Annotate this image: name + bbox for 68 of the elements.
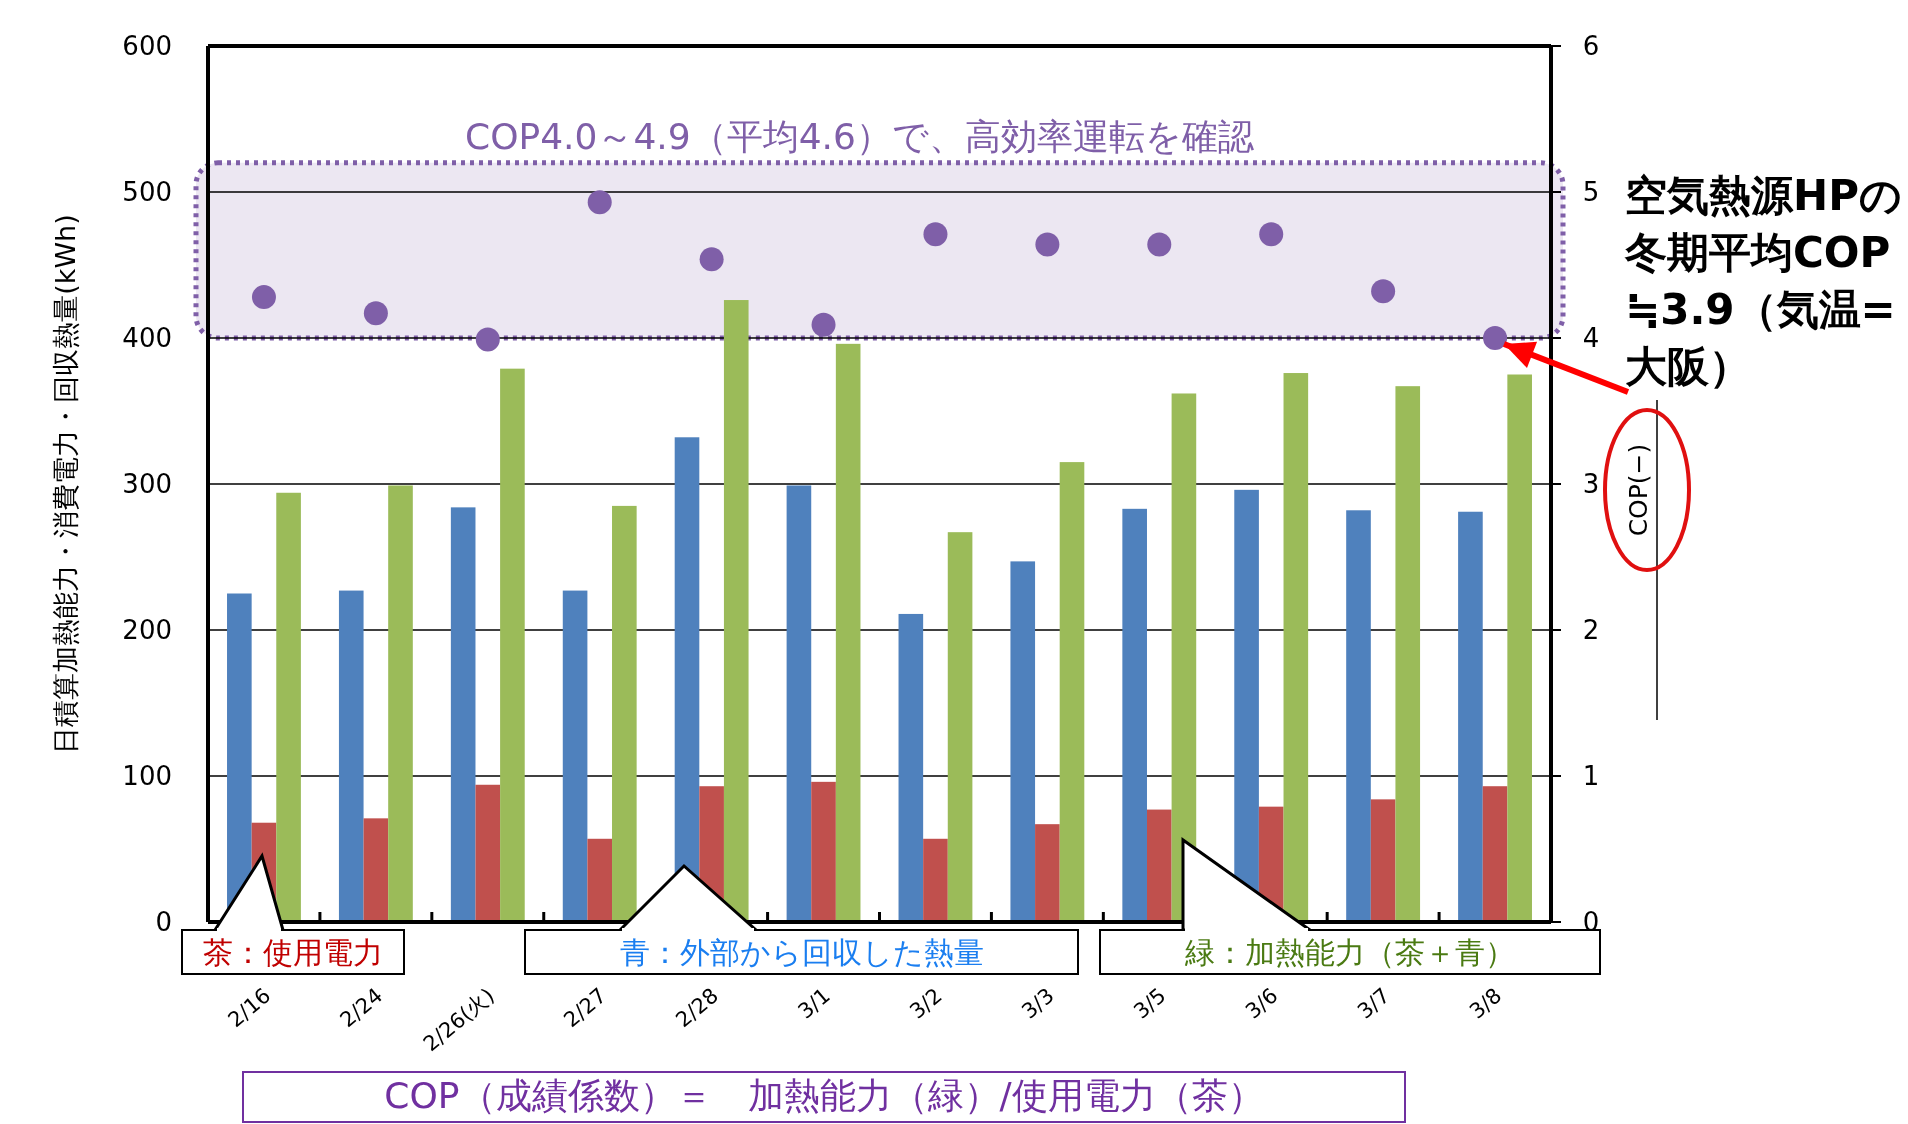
y2-tick-label: 4 xyxy=(1582,323,1600,353)
bar xyxy=(500,368,525,922)
bar xyxy=(1482,786,1508,922)
y-tick-label: 200 xyxy=(122,615,172,645)
bar xyxy=(587,838,613,922)
bar xyxy=(1122,508,1147,922)
point xyxy=(811,312,836,337)
x-tick-label: 3/1 xyxy=(793,983,835,1024)
point xyxy=(1371,279,1396,304)
point xyxy=(699,247,724,272)
x-tick-label: 3/7 xyxy=(1353,983,1395,1024)
bar xyxy=(276,492,301,922)
y-axis-title: 日積算加熱能力・消費電力・回収熱量(kWh) xyxy=(50,214,81,754)
annotation: 青：外部から回収した熱量 xyxy=(524,863,1079,975)
y-tick-label: 0 xyxy=(155,907,172,937)
band-label: COP4.0～4.9（平均4.6）で、高効率運転を確認 xyxy=(465,115,1254,157)
y-tick-label: 300 xyxy=(122,469,172,499)
x-tick-label: 3/6 xyxy=(1241,983,1283,1024)
bar xyxy=(338,590,364,922)
bar xyxy=(1370,799,1396,922)
y2-tick-label: 5 xyxy=(1582,177,1600,207)
point xyxy=(1259,222,1284,247)
bar xyxy=(786,485,812,922)
x-tick-label: 3/2 xyxy=(905,983,947,1024)
point xyxy=(475,327,500,352)
bar xyxy=(388,485,413,922)
point xyxy=(1035,232,1060,257)
bar xyxy=(1283,373,1309,922)
bar xyxy=(1395,386,1421,922)
x-tick-label: 3/8 xyxy=(1464,983,1507,1024)
bar xyxy=(723,300,749,922)
y2-tick-label: 2 xyxy=(1582,615,1600,645)
y2-tick-label: 6 xyxy=(1582,31,1600,61)
bar xyxy=(1146,809,1172,922)
point xyxy=(1147,232,1172,257)
y-tick-label: 600 xyxy=(122,31,172,61)
point xyxy=(587,190,612,215)
bar xyxy=(450,507,476,922)
bar xyxy=(1059,462,1085,922)
y-tick-label: 100 xyxy=(122,761,172,791)
x-tick-label: 3/5 xyxy=(1129,983,1171,1024)
bar xyxy=(475,784,501,922)
point xyxy=(923,222,948,247)
bar xyxy=(947,532,973,922)
point xyxy=(363,301,388,326)
bar xyxy=(1346,510,1371,922)
annotation: COP（成績係数）＝ 加熱能力（緑）/使用電力（茶） xyxy=(242,1071,1406,1123)
annotation: 茶：使用電力 xyxy=(181,852,405,975)
bar xyxy=(1035,824,1060,922)
x-tick-label: 3/3 xyxy=(1017,983,1059,1024)
y-tick-label: 400 xyxy=(122,323,172,353)
bar xyxy=(1010,561,1036,922)
bar xyxy=(363,818,389,922)
bar xyxy=(923,838,948,922)
bar xyxy=(562,590,588,922)
annotation: 空気熱源HPの冬期平均COP≒3.9（気温=大阪） xyxy=(1624,171,1902,391)
bar xyxy=(1507,374,1532,922)
bar xyxy=(612,505,637,922)
point xyxy=(251,285,276,310)
bar xyxy=(811,781,836,922)
bar xyxy=(1458,511,1483,922)
y2-tick-label: 1 xyxy=(1582,761,1600,791)
y-tick-label: 500 xyxy=(122,177,172,207)
bar xyxy=(898,613,924,922)
y2-axis-title: COP(−) xyxy=(1624,443,1653,537)
bar xyxy=(835,343,861,922)
point xyxy=(1483,326,1508,350)
y2-tick-label: 3 xyxy=(1582,469,1600,499)
